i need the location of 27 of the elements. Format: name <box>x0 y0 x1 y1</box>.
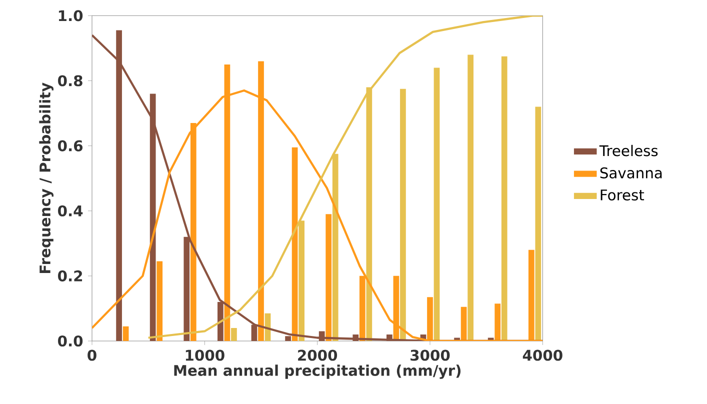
y-axis-title: Frequency / Probability <box>39 82 54 274</box>
x-tick-label: 1000 <box>186 350 224 361</box>
bar <box>326 214 332 341</box>
x-axis-title: Mean annual precipitation (mm/yr) <box>174 364 461 379</box>
legend-label: Savanna <box>600 167 662 178</box>
line-series <box>147 16 543 339</box>
legend-label: Forest <box>600 190 644 200</box>
y-tick-label: 0.0 <box>58 335 83 347</box>
bar <box>400 88 406 341</box>
bar <box>468 54 474 341</box>
x-tick-label: 4000 <box>522 350 562 361</box>
y-tick-label: 1.0 <box>58 10 83 22</box>
bar <box>501 56 508 341</box>
y-tick-label: 0.8 <box>58 75 82 86</box>
y-tick-label: 0.6 <box>58 140 82 152</box>
bar <box>292 147 298 341</box>
y-tick-label: 0.4 <box>58 205 83 216</box>
y-tick-label: 0.2 <box>58 270 82 282</box>
bar <box>535 106 542 341</box>
x-tick-label: 3000 <box>410 350 450 361</box>
bar <box>156 261 163 341</box>
bar <box>122 326 129 341</box>
bar <box>434 68 440 341</box>
legend-label: Treeless <box>599 144 658 156</box>
x-tick-label: 2000 <box>298 350 338 361</box>
bar <box>231 328 237 341</box>
x-tick-label: 0 <box>88 350 96 361</box>
